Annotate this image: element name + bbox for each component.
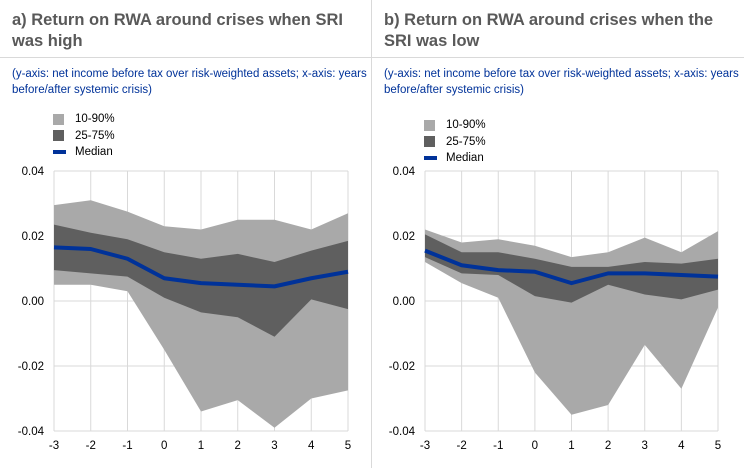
x-tick-label: 5 <box>715 440 721 452</box>
x-tick-label: -2 <box>86 440 96 452</box>
legend: 10-90% 25-75% Median <box>53 111 115 161</box>
chart-subtitle: (y-axis: net income before tax over risk… <box>384 68 739 96</box>
y-tick-label: -0.02 <box>389 361 415 373</box>
legend-label: 25-75% <box>75 129 115 142</box>
chart-panel-a: a) Return on RWA around crises when SRI … <box>0 0 371 468</box>
x-tick-label: -1 <box>122 440 132 452</box>
x-tick-label: 0 <box>532 440 538 452</box>
x-tick-label: -3 <box>420 440 430 452</box>
legend-label: Median <box>75 146 113 159</box>
legend-item-25-75: 25-75% <box>53 128 115 145</box>
x-tick-label: 1 <box>568 440 574 452</box>
y-tick-label: 0.02 <box>393 231 415 243</box>
legend-label: Median <box>446 152 484 165</box>
legend-item-median: Median <box>53 144 115 161</box>
legend-label: 25-75% <box>446 135 486 148</box>
title-divider <box>372 57 744 58</box>
band-25-75 <box>425 234 718 303</box>
x-tick-label: 1 <box>198 440 204 452</box>
legend-swatch <box>53 130 64 142</box>
chart-subtitle: (y-axis: net income before tax over risk… <box>12 68 367 96</box>
panel-divider <box>371 0 372 468</box>
x-tick-label: -3 <box>49 440 59 452</box>
legend: 10-90% 25-75% Median <box>424 117 486 167</box>
y-tick-label: 0.00 <box>22 296 44 308</box>
x-tick-label: -2 <box>457 440 467 452</box>
median-line <box>424 248 719 286</box>
title-divider <box>0 57 371 58</box>
legend-label: 10-90% <box>446 119 486 132</box>
chart-title: b) Return on RWA around crises when the … <box>384 11 714 50</box>
y-tick-label: 0.04 <box>393 166 416 178</box>
legend-line <box>424 156 437 161</box>
legend-item-10-90: 10-90% <box>424 117 486 134</box>
y-tick-label: -0.02 <box>18 361 44 373</box>
y-tick-label: 0.02 <box>22 231 44 243</box>
legend-item-10-90: 10-90% <box>53 111 115 128</box>
x-tick-label: 2 <box>605 440 611 452</box>
chart-title: a) Return on RWA around crises when SRI … <box>12 11 343 50</box>
x-tick-label: -1 <box>493 440 503 452</box>
x-tick-label: 4 <box>678 440 685 452</box>
x-tick-label: 3 <box>642 440 648 452</box>
chart-plot-a: 0.04 0.02 0.00 -0.02 -0.04 -3 -2 -1 0 1 2 3 4 5 <box>18 166 351 452</box>
y-tick-label: -0.04 <box>18 426 45 438</box>
y-tick-label: 0.00 <box>393 296 415 308</box>
chart-plot-b: 0.04 0.02 0.00 -0.02 -0.04 -3 -2 -1 0 1 2 3 4 5 <box>389 166 721 452</box>
x-tick-label: 2 <box>235 440 241 452</box>
median-line <box>53 245 349 289</box>
x-tick-label: 4 <box>308 440 315 452</box>
legend-item-median: Median <box>424 150 486 167</box>
legend-line <box>53 150 66 155</box>
legend-swatch <box>424 136 435 148</box>
chart-panel-b: b) Return on RWA around crises when the … <box>372 0 744 468</box>
y-tick-label: 0.04 <box>22 166 45 178</box>
y-tick-label: -0.04 <box>389 426 416 438</box>
x-tick-label: 5 <box>345 440 351 452</box>
legend-label: 10-90% <box>75 113 115 126</box>
x-tick-label: 3 <box>271 440 277 452</box>
legend-swatch <box>424 119 435 131</box>
band-25-75 <box>54 224 348 337</box>
x-tick-label: 0 <box>161 440 167 452</box>
legend-swatch <box>53 113 64 125</box>
legend-item-25-75: 25-75% <box>424 134 486 151</box>
